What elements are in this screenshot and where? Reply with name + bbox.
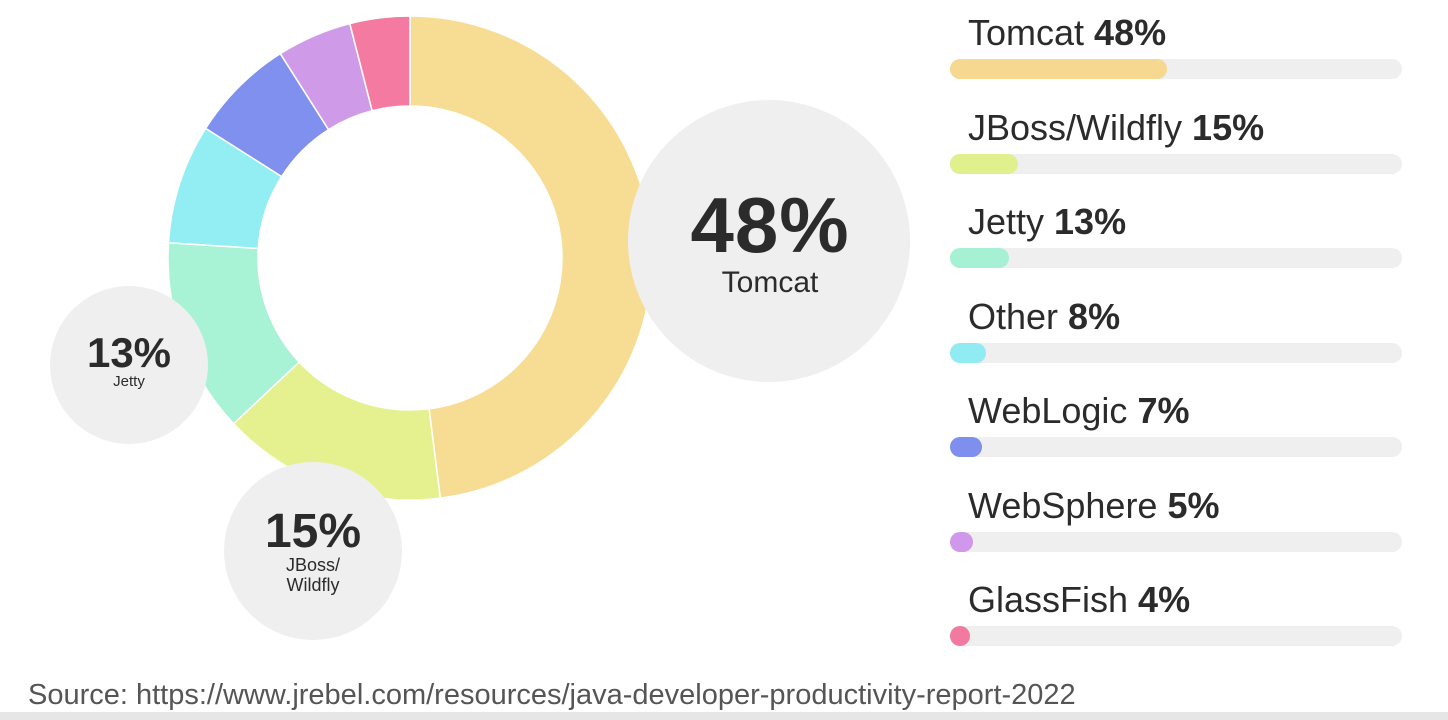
- legend-label-glassfish: GlassFish 4%: [968, 579, 1190, 621]
- legend-row-glassfish: GlassFish 4%: [950, 575, 1402, 670]
- legend-row-weblogic: WebLogic 7%: [950, 386, 1402, 481]
- jetty-callout-value: 13%: [86, 329, 172, 376]
- legend-percent: 8%: [1068, 295, 1121, 337]
- legend-row-jboss-wildfly: JBoss/Wildfly 15%: [950, 103, 1402, 198]
- legend-name: Tomcat: [968, 12, 1095, 53]
- legend-percent: 15%: [1192, 106, 1265, 148]
- legend-bar-fill-weblogic: [950, 437, 982, 457]
- tomcat-callout-label: Tomcat: [721, 266, 819, 299]
- bottom-divider: [0, 712, 1448, 720]
- legend-label-jetty: Jetty 13%: [968, 201, 1126, 243]
- legend-bar-track-jboss-wildfly: [950, 153, 1402, 174]
- legend-bar-track-weblogic: [950, 437, 1402, 457]
- jboss-callout: 15% JBoss/ Wildfly: [234, 508, 392, 596]
- legend-percent: 13%: [1054, 201, 1127, 242]
- legend-name: GlassFish: [968, 579, 1139, 620]
- legend-percent: 4%: [1138, 579, 1191, 620]
- tomcat-callout-bubble: [628, 100, 910, 382]
- legend-label-websphere: WebSphere 5%: [968, 485, 1220, 527]
- tomcat-callout-value: 48%: [690, 181, 850, 269]
- donut-slice-tomcat: [409, 15, 653, 499]
- legend: Tomcat 48% JBoss/Wildfly 15% Jetty 13% Othe…: [950, 8, 1402, 670]
- legend-label-weblogic: WebLogic 7%: [968, 390, 1189, 432]
- legend-row-websphere: WebSphere 5%: [950, 481, 1402, 576]
- jetty-callout-bubble: [50, 286, 208, 444]
- legend-bar-track-jetty: [950, 248, 1402, 268]
- legend-bar-track-websphere: [950, 531, 1402, 552]
- legend-row-tomcat: Tomcat 48%: [950, 8, 1402, 103]
- legend-name: Other: [968, 295, 1069, 337]
- legend-bar-track-tomcat: [950, 59, 1402, 79]
- legend-bar-track-glassfish: [950, 626, 1402, 646]
- tomcat-callout: 48% Tomcat: [660, 186, 880, 299]
- legend-label-other: Other 8%: [968, 296, 1120, 338]
- legend-percent: 7%: [1137, 390, 1190, 431]
- legend-bar-fill-websphere: [950, 531, 973, 552]
- jboss-callout-label-line2: Wildfly: [286, 574, 340, 595]
- jboss-callout-bubble: [224, 462, 402, 640]
- jboss-callout-value: 15%: [264, 505, 362, 558]
- donut-slice-glassfish: [348, 15, 411, 112]
- legend-name: WebLogic: [968, 390, 1138, 431]
- legend-percent: 48%: [1094, 12, 1167, 53]
- legend-bar-fill-other: [950, 342, 987, 363]
- legend-label-jboss-wildfly: JBoss/Wildfly 15%: [968, 107, 1264, 149]
- jboss-callout-label-line1: JBoss/: [285, 555, 341, 575]
- jetty-callout: 13% Jetty: [60, 332, 198, 391]
- legend-name: JBoss/Wildfly: [968, 106, 1193, 148]
- legend-bar-track-other: [950, 342, 1402, 363]
- legend-row-jetty: Jetty 13%: [950, 197, 1402, 292]
- legend-name: WebSphere: [968, 484, 1168, 526]
- legend-bar-fill-tomcat: [950, 59, 1167, 79]
- legend-bar-fill-jboss-wildfly: [950, 153, 1018, 174]
- legend-name: Jetty: [968, 201, 1055, 242]
- legend-percent: 5%: [1167, 484, 1220, 526]
- legend-bar-fill-glassfish: [950, 626, 970, 646]
- legend-row-other: Other 8%: [950, 292, 1402, 387]
- jetty-callout-label: Jetty: [113, 373, 145, 390]
- source-citation: Source: https://www.jrebel.com/resources…: [28, 679, 1076, 711]
- legend-bar-fill-jetty: [950, 248, 1009, 268]
- legend-label-tomcat: Tomcat 48%: [968, 12, 1166, 54]
